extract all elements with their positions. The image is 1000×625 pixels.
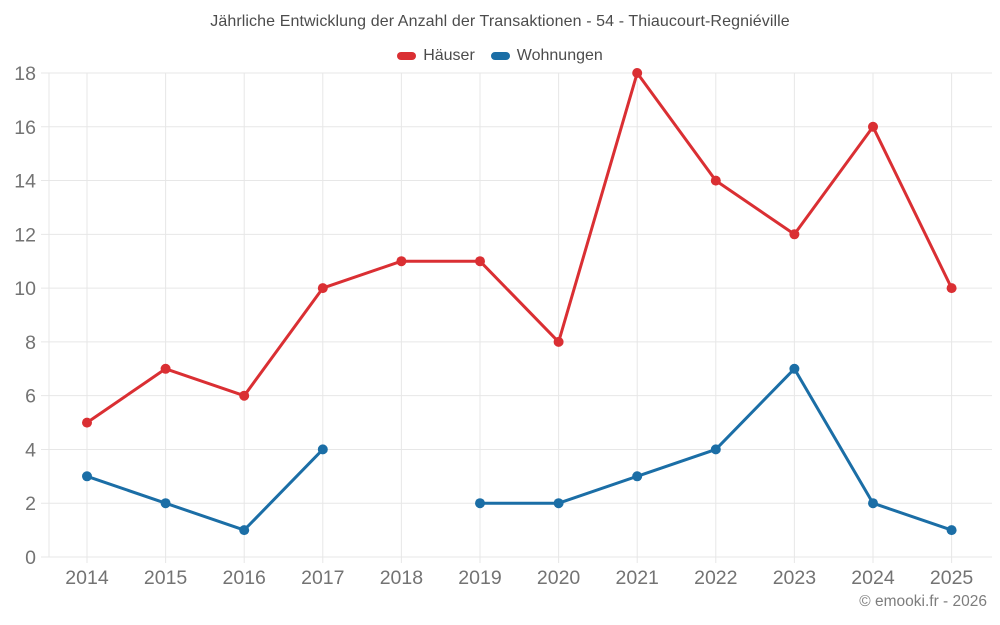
data-point-häuser-2014[interactable] <box>82 417 92 428</box>
data-point-wohnungen-2014[interactable] <box>82 471 92 482</box>
legend-label: Häuser <box>423 47 475 64</box>
y-axis-tick-label: 12 <box>14 224 36 246</box>
x-axis-tick-label: 2016 <box>223 567 266 589</box>
data-point-wohnungen-2021[interactable] <box>632 471 643 482</box>
data-point-wohnungen-2017[interactable] <box>317 444 328 455</box>
x-axis-tick-label: 2018 <box>380 567 423 589</box>
data-point-häuser-2017[interactable] <box>317 283 328 294</box>
data-point-wohnungen-2025[interactable] <box>946 525 957 536</box>
x-axis-tick-label: 2015 <box>144 567 188 589</box>
data-point-häuser-2022[interactable] <box>710 175 721 186</box>
legend-item-wohnungen[interactable]: Wohnungen <box>490 47 603 65</box>
legend-label: Wohnungen <box>516 47 603 64</box>
y-axis-tick-label: 18 <box>14 63 36 85</box>
legend: Häuser Wohnungen <box>0 47 1000 65</box>
y-axis-tick-label: 14 <box>14 171 36 193</box>
data-point-wohnungen-2022[interactable] <box>710 444 721 455</box>
chart-title: Jährliche Entwicklung der Anzahl der Tra… <box>210 13 790 30</box>
y-axis-tick-label: 16 <box>14 117 36 139</box>
data-point-häuser-2021[interactable] <box>632 68 643 78</box>
data-point-häuser-2016[interactable] <box>239 390 250 401</box>
y-axis-tick-label: 6 <box>25 386 36 408</box>
copyright: © emooki.fr - 2026 <box>859 593 987 610</box>
data-point-häuser-2018[interactable] <box>396 256 407 267</box>
y-axis-tick-label: 4 <box>25 439 36 461</box>
data-point-häuser-2020[interactable] <box>553 336 564 347</box>
y-axis-tick-label: 2 <box>25 493 36 515</box>
x-axis-tick-label: 2021 <box>616 567 659 589</box>
x-axis-tick-label: 2022 <box>694 567 737 589</box>
data-point-wohnungen-2019[interactable] <box>475 498 485 509</box>
y-axis-tick-label: 8 <box>25 332 36 354</box>
x-axis-tick-label: 2024 <box>851 567 895 589</box>
legend-swatch-icon <box>397 52 417 60</box>
y-axis-tick-label: 10 <box>14 278 36 300</box>
data-point-wohnungen-2015[interactable] <box>160 498 171 509</box>
data-point-wohnungen-2024[interactable] <box>868 498 878 509</box>
series-line-häuser <box>85 71 954 425</box>
data-point-wohnungen-2020[interactable] <box>553 498 564 509</box>
x-axis-tick-label: 2014 <box>65 567 109 589</box>
data-point-häuser-2015[interactable] <box>160 363 171 374</box>
x-axis-tick-label: 2020 <box>537 567 581 589</box>
x-axis-tick-label: 2025 <box>930 567 974 589</box>
data-point-wohnungen-2016[interactable] <box>239 525 250 536</box>
x-axis-tick-label: 2017 <box>301 567 344 589</box>
x-axis-tick-label: 2023 <box>773 567 816 589</box>
data-point-wohnungen-2023[interactable] <box>789 363 800 374</box>
legend-swatch-icon <box>490 52 510 60</box>
data-point-häuser-2025[interactable] <box>946 283 957 294</box>
data-point-häuser-2019[interactable] <box>475 256 485 267</box>
y-axis-tick-label: 0 <box>25 547 36 569</box>
legend-item-häuser[interactable]: Häuser <box>397 47 475 65</box>
x-axis-tick-label: 2019 <box>458 567 501 589</box>
data-point-häuser-2023[interactable] <box>789 229 800 240</box>
data-point-häuser-2024[interactable] <box>868 121 878 132</box>
